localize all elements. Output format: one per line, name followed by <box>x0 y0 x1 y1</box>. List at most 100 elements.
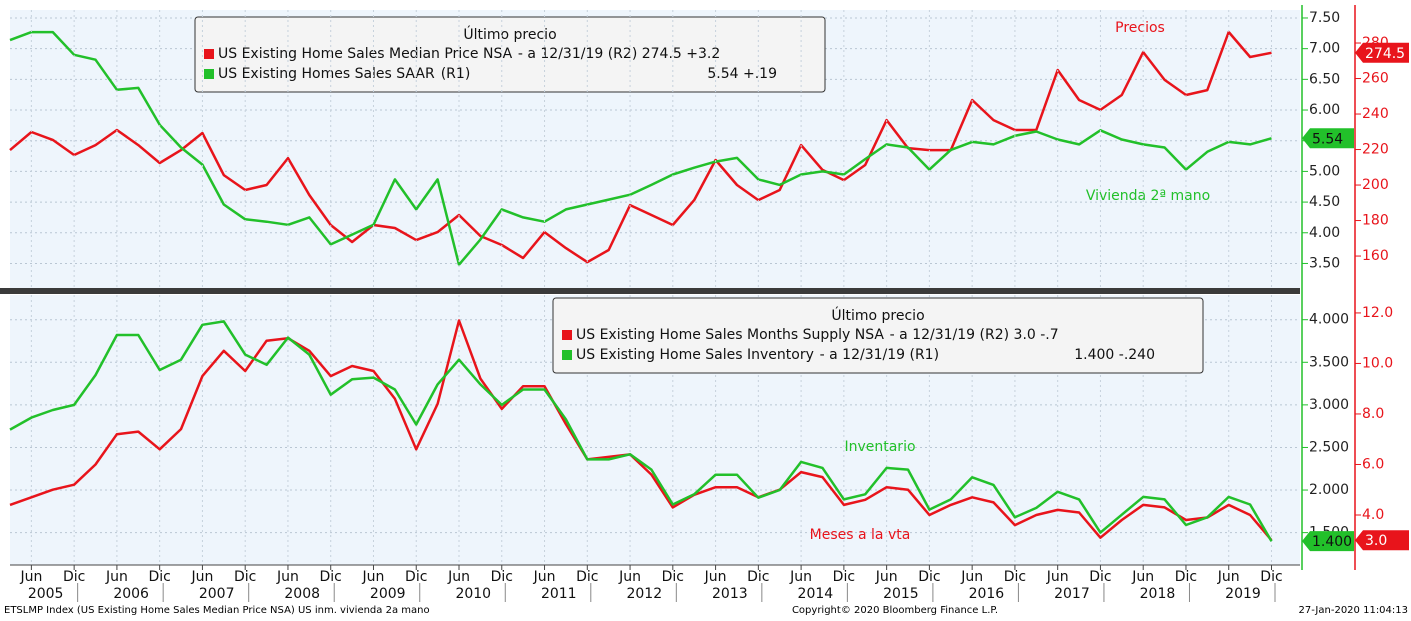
y-tick-label: 6.50 <box>1309 71 1340 87</box>
y2-tick-label: 8.0 <box>1362 406 1384 422</box>
y2-tick-label: 10.0 <box>1362 355 1393 371</box>
x-tick-label: Jun <box>960 569 983 585</box>
legend-swatch <box>562 330 572 340</box>
last-value-tag: 3.0 <box>1355 530 1409 551</box>
x-tick-label: Jun <box>1046 569 1069 585</box>
footer-right: 27-Jan-2020 11:04:13 <box>1299 605 1408 616</box>
x-tick-label: Dic <box>833 569 855 585</box>
last-value-label: 5.54 <box>1312 131 1343 147</box>
legend-swatch <box>204 69 214 79</box>
y2-tick-label: 4.0 <box>1362 507 1384 523</box>
series-annotation: Precios <box>1115 20 1165 36</box>
year-label: 2007 <box>199 586 235 602</box>
y-tick-label: 4.000 <box>1309 312 1349 328</box>
x-tick-label: Dic <box>320 569 342 585</box>
x-tick-label: Dic <box>148 569 170 585</box>
y2-tick-label: 6.0 <box>1362 456 1384 472</box>
y-tick-label: 2.500 <box>1309 439 1349 455</box>
footer-center: Copyright© 2020 Bloomberg Finance L.P. <box>792 605 998 616</box>
x-tick-label: Dic <box>405 569 427 585</box>
y-tick-label: 2.000 <box>1309 482 1349 498</box>
year-label: 2011 <box>541 586 577 602</box>
x-tick-label: Dic <box>747 569 769 585</box>
last-value-tag: 1.400 <box>1302 531 1354 552</box>
x-tick-label: Jun <box>704 569 727 585</box>
y2-tick-label: 12.0 <box>1362 305 1393 321</box>
year-label: 2013 <box>712 586 748 602</box>
legend-detail: - a 12/31/19 (R2) 274.5 +3.2 <box>518 46 720 62</box>
legend-box <box>194 16 826 93</box>
y2-tick-label: 260 <box>1362 71 1389 87</box>
series-annotation: Meses a la vta <box>810 527 911 543</box>
year-label: 2015 <box>883 586 919 602</box>
legend-swatch <box>204 49 214 59</box>
last-value-label: 1.400 <box>1312 534 1352 550</box>
year-label: 2012 <box>626 586 662 602</box>
y-tick-label: 3.50 <box>1309 255 1340 271</box>
x-tick-label: Dic <box>234 569 256 585</box>
x-tick-label: Dic <box>1260 569 1282 585</box>
legend: Último precio US Existing Home Sales Mont… <box>552 297 1204 374</box>
series-annotation: Inventario <box>844 439 915 455</box>
legend-name: US Existing Home Sales Median Price NSA <box>218 46 513 62</box>
last-value-tag-box <box>1302 531 1354 552</box>
y2-tick-label: 160 <box>1362 248 1389 264</box>
year-label: 2009 <box>370 586 406 602</box>
y-tick-label: 3.000 <box>1309 397 1349 413</box>
legend-name: US Existing Home Sales Months Supply NSA <box>576 327 884 343</box>
x-tick-label: Jun <box>533 569 556 585</box>
x-tick-label: Dic <box>491 569 513 585</box>
x-tick-label: Jun <box>190 569 213 585</box>
y-tick-label: 7.50 <box>1309 10 1340 26</box>
y-tick-label: 4.00 <box>1309 225 1340 241</box>
x-tick-label: Jun <box>105 569 128 585</box>
legend-value: 1.400 -.240 <box>1074 347 1155 363</box>
year-label: 2019 <box>1225 586 1261 602</box>
y-tick-label: 7.00 <box>1309 41 1340 57</box>
year-label: 2014 <box>798 586 834 602</box>
x-tick-label: Dic <box>662 569 684 585</box>
x-tick-label: Jun <box>447 569 470 585</box>
series-line <box>9 30 1272 266</box>
last-value-tag-box <box>1302 128 1354 149</box>
last-value-tag: 5.54 <box>1302 128 1354 149</box>
year-label: 2006 <box>113 586 149 602</box>
x-tick-label: Jun <box>789 569 812 585</box>
year-label: 2005 <box>28 586 64 602</box>
panel-separator <box>0 288 1300 294</box>
series-annotation: Vivienda 2ª mano <box>1086 188 1210 204</box>
last-value-tag-box <box>1355 530 1409 551</box>
last-value-label: 274.5 <box>1365 46 1405 62</box>
footer-left: ETSLMP Index (US Existing Home Sales Med… <box>4 605 430 616</box>
last-value-tag-box <box>1355 42 1409 63</box>
legend-name: US Existing Homes Sales SAAR <box>218 66 435 82</box>
x-tick-label: Dic <box>918 569 940 585</box>
y2-tick-label: 220 <box>1362 142 1389 158</box>
legend: Último precio US Existing Home Sales Medi… <box>194 16 826 93</box>
series-line <box>9 320 1273 542</box>
legend-title: Último precio <box>831 306 924 324</box>
year-label: 2008 <box>284 586 320 602</box>
y2-tick-label: 240 <box>1362 106 1389 122</box>
legend-detail: (R1) <box>441 66 471 82</box>
x-tick-label: Dic <box>1175 569 1197 585</box>
y-tick-label: 3.500 <box>1309 354 1349 370</box>
y-tick-label: 6.00 <box>1309 102 1340 118</box>
legend-box <box>552 297 1204 374</box>
y-tick-label: 4.50 <box>1309 194 1340 210</box>
legend-label: US Existing Home Sales Months Supply NSA… <box>576 327 1059 343</box>
x-tick-label: Jun <box>362 569 385 585</box>
x-tick-label: Jun <box>19 569 42 585</box>
legend-swatch <box>562 350 572 360</box>
y2-tick-label: 180 <box>1362 213 1389 229</box>
legend-label: US Existing Home Sales Median Price NSA -… <box>218 46 720 62</box>
x-tick-label: Dic <box>1089 569 1111 585</box>
y-tick-label: 5.00 <box>1309 163 1340 179</box>
x-tick-label: Dic <box>63 569 85 585</box>
x-tick-label: Jun <box>276 569 299 585</box>
last-value-label: 3.0 <box>1365 533 1387 549</box>
legend-detail: - a 12/31/19 (R2) 3.0 -.7 <box>890 327 1059 343</box>
last-value-tag: 274.5 <box>1355 42 1409 63</box>
